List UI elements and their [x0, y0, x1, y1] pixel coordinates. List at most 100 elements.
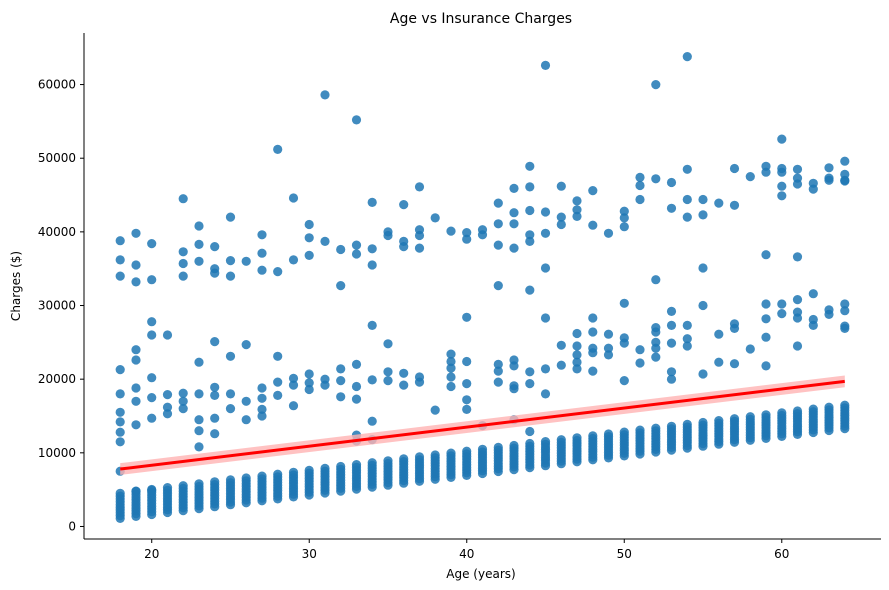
- data-point: [414, 452, 425, 462]
- data-point: [682, 334, 692, 344]
- data-point: [257, 265, 267, 275]
- data-point: [210, 337, 220, 347]
- data-point: [257, 383, 267, 393]
- data-point: [414, 377, 425, 387]
- y-tick-label: 30000: [38, 299, 76, 313]
- data-point: [619, 222, 629, 232]
- data-point: [840, 156, 850, 166]
- data-point: [540, 263, 551, 273]
- data-point: [225, 212, 236, 222]
- data-point: [603, 228, 614, 238]
- data-point: [241, 473, 251, 483]
- y-tick-label: 60000: [38, 78, 76, 92]
- data-point: [635, 172, 645, 182]
- data-point: [414, 243, 425, 253]
- data-point: [840, 306, 850, 316]
- data-point: [131, 260, 141, 270]
- data-point: [115, 488, 125, 498]
- data-point: [288, 373, 299, 383]
- data-point: [509, 440, 519, 451]
- data-point: [257, 393, 267, 403]
- data-point: [320, 90, 330, 100]
- data-point: [194, 442, 204, 452]
- data-point: [351, 240, 362, 250]
- data-point: [131, 396, 141, 406]
- data-point: [493, 359, 503, 369]
- data-point: [556, 219, 566, 230]
- data-point: [257, 411, 267, 421]
- data-point: [241, 340, 251, 350]
- data-point: [761, 314, 771, 324]
- data-point: [666, 367, 677, 377]
- data-point: [603, 429, 614, 439]
- data-point: [320, 236, 330, 246]
- data-point: [115, 389, 125, 399]
- data-point: [225, 404, 236, 414]
- data-point: [729, 359, 740, 369]
- data-point: [525, 438, 535, 449]
- data-point: [462, 395, 472, 405]
- data-point: [808, 320, 818, 330]
- data-point: [540, 228, 551, 238]
- data-point: [367, 260, 377, 270]
- data-point: [257, 404, 267, 414]
- data-point: [115, 271, 125, 281]
- data-point: [540, 364, 551, 374]
- data-point: [651, 343, 661, 353]
- data-point: [792, 341, 803, 351]
- y-ticks: 0 10000 20000 30000 40000 50000 60000: [38, 78, 84, 533]
- data-point: [666, 374, 677, 384]
- data-point: [225, 389, 236, 399]
- data-point: [288, 467, 299, 477]
- data-point: [430, 450, 440, 460]
- axes: 20 30 40 50 60 0 10000 20000 30000 40000 50000 600…: [38, 33, 881, 561]
- data-point: [666, 338, 677, 348]
- data-point: [525, 230, 535, 240]
- data-point: [509, 384, 519, 394]
- data-point: [241, 256, 251, 266]
- data-point: [367, 416, 377, 426]
- data-point: [147, 485, 157, 495]
- data-point: [824, 163, 834, 173]
- data-point: [273, 469, 283, 479]
- data-point: [666, 320, 677, 330]
- data-point: [399, 242, 409, 252]
- data-point: [808, 404, 818, 414]
- data-point: [446, 381, 456, 392]
- data-point: [729, 414, 740, 424]
- data-point: [698, 417, 708, 428]
- data-point: [194, 357, 204, 367]
- y-tick-label: 10000: [38, 446, 76, 460]
- data-point: [745, 344, 755, 354]
- data-point: [808, 184, 818, 194]
- data-point: [446, 226, 456, 236]
- data-point: [493, 442, 503, 452]
- data-point: [588, 348, 598, 358]
- data-point: [399, 380, 409, 390]
- data-point: [147, 317, 157, 327]
- data-point: [792, 295, 803, 305]
- data-point: [115, 255, 125, 265]
- data-point: [351, 394, 362, 404]
- data-point: [210, 413, 220, 423]
- data-point: [792, 406, 803, 416]
- data-point: [273, 377, 283, 387]
- data-point: [383, 456, 393, 466]
- data-point: [273, 267, 283, 277]
- data-point: [509, 208, 519, 218]
- data-point: [525, 182, 535, 192]
- data-point: [556, 212, 566, 222]
- data-point: [792, 164, 803, 174]
- x-tick-label: 20: [144, 547, 159, 561]
- data-point: [761, 361, 771, 371]
- x-tick-label: 60: [774, 547, 789, 561]
- data-point: [462, 404, 472, 414]
- data-point: [225, 351, 236, 361]
- data-point: [666, 421, 677, 431]
- data-point: [131, 228, 141, 238]
- data-point: [115, 365, 125, 375]
- data-point: [178, 271, 188, 281]
- data-point: [635, 345, 645, 355]
- data-point: [509, 361, 519, 371]
- data-point: [525, 285, 535, 295]
